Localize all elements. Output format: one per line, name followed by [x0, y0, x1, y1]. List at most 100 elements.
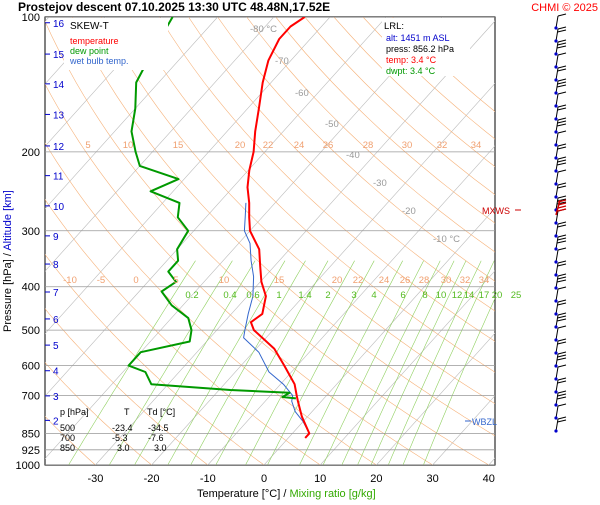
legend-dewpoint: dew point — [70, 46, 109, 56]
table-row-500-p: 500 — [60, 423, 75, 433]
moist-temp-label: -5 — [97, 275, 105, 286]
wind-barb-flag — [558, 394, 567, 396]
mixing-ratio-label: 3 — [351, 290, 356, 301]
dry-adiabat-label: -40 — [346, 150, 360, 161]
moist-temp-label: 22 — [353, 275, 364, 286]
wind-barb-flag — [558, 326, 566, 328]
dry-adiabat-label: -50 — [325, 119, 339, 130]
wind-barb-flag — [558, 183, 566, 185]
wind-barb-base — [554, 169, 557, 172]
credit-label: CHMI © 2025 — [531, 2, 598, 14]
moist-temp-label: 24 — [379, 275, 390, 286]
altitude-tick-label: 16 — [53, 19, 65, 30]
wind-barb-flag — [558, 157, 566, 159]
wind-barb-base — [554, 390, 557, 393]
temperature-tick-label: -10 — [200, 473, 216, 485]
altitude-tick-label: 10 — [53, 202, 65, 213]
wind-barb-flag — [558, 274, 566, 276]
mixing-ratio-label: 12 — [452, 290, 463, 301]
wind-barb-flag — [558, 40, 566, 42]
altitude-tick-label: 8 — [53, 260, 59, 271]
mixing-ratio-label: 25 — [511, 290, 522, 301]
dry-adiabat-label: -20 — [402, 206, 416, 217]
wind-barbs — [554, 14, 566, 433]
wind-barb-base — [554, 52, 557, 55]
moist-temp-label: 5 — [85, 140, 90, 151]
pressure-tick-label: 1000 — [16, 460, 40, 472]
moist-temp-label: 28 — [419, 275, 430, 286]
wind-barb-flag — [558, 355, 567, 357]
moist-temp-label: 30 — [441, 275, 452, 286]
wind-barb-base — [554, 312, 557, 315]
wind-barb-flag — [558, 225, 567, 227]
wind-barb-base — [554, 247, 557, 250]
altitude-tick-label: 11 — [53, 172, 64, 183]
table-row-850-td: 3.0 — [154, 443, 167, 453]
wind-barb-flag — [558, 105, 566, 107]
wind-barb-staff — [556, 185, 558, 197]
wind-barb-staff — [556, 146, 558, 158]
wind-barb-base — [554, 143, 557, 146]
altitude-tick-label: 13 — [53, 110, 65, 121]
wind-barb-base — [554, 78, 557, 81]
wind-barb-flag — [558, 30, 567, 32]
wind-barb-flag — [558, 66, 566, 68]
wind-barb-staff — [556, 380, 558, 392]
wind-barb-base — [554, 364, 557, 367]
moist-temp-label: -10 — [63, 275, 77, 286]
wind-barb-flag — [558, 222, 566, 224]
wind-barb-flag — [558, 316, 567, 318]
y-axis-title-altitude: Altitude [km] — [2, 190, 14, 251]
moist-temp-label: 34 — [479, 275, 490, 286]
moist-temp-label: 34 — [471, 140, 482, 151]
wind-barb-flag — [558, 381, 567, 383]
lrl-box: LRL: alt: 1451 m ASL press: 856.2 hPa te… — [382, 18, 470, 76]
table-header-t: T — [124, 407, 130, 417]
table-row-850-p: 850 — [60, 443, 75, 453]
dry-adiabat-label: -60 — [295, 88, 309, 99]
temperature-tick-label: 10 — [314, 473, 326, 485]
moist-temp-label: 20 — [332, 275, 343, 286]
moist-temp-label: 28 — [363, 140, 374, 151]
temperature-tick-label: 0 — [261, 473, 267, 485]
wind-barb-flag — [558, 277, 567, 279]
wind-barb-staff — [556, 302, 558, 314]
pressure-tick-label: 100 — [22, 12, 40, 24]
wind-barb-flag — [558, 342, 567, 344]
wbzl-label: WBZL — [472, 417, 497, 427]
wind-barb-flag — [558, 313, 566, 315]
wind-barb-flag — [558, 287, 566, 289]
wind-barb-flag — [558, 147, 567, 149]
wind-barb-staff — [556, 94, 558, 106]
pressure-tick-label: 700 — [22, 391, 40, 403]
altitude-tick-label: 9 — [53, 232, 59, 243]
wind-barb-staff — [556, 263, 558, 275]
wind-barb-staff — [556, 107, 558, 119]
mixing-ratio-label: 0.4 — [223, 290, 236, 301]
table-row-700-p: 700 — [60, 433, 75, 443]
moist-temp-label: 26 — [323, 140, 334, 151]
pressure-tick-label: 850 — [22, 428, 40, 440]
temperature-tick-label: 20 — [370, 473, 382, 485]
table-row-850-t: 3.0 — [117, 443, 130, 453]
wind-barb-base — [554, 286, 557, 289]
wind-barb-flag — [558, 121, 567, 123]
dry-adiabat-label: -70 — [275, 56, 289, 67]
mixing-ratio-label: 0.6 — [246, 290, 259, 301]
wind-barb-flag — [557, 358, 566, 360]
wind-barb-flag — [558, 264, 567, 266]
wind-barb-base — [554, 156, 557, 159]
wind-barb-flag — [558, 69, 567, 71]
wind-barb-flag — [558, 108, 567, 110]
moist-temp-label: 30 — [402, 140, 413, 151]
mixing-ratio-label: 10 — [436, 290, 447, 301]
mixing-ratio-label: 4 — [371, 290, 376, 301]
y-axis-title: Pressure [hPa] / Altitude [km] — [2, 190, 14, 332]
wind-barb-flag — [558, 53, 566, 55]
wind-barb-flag — [558, 391, 566, 393]
pressure-tick-label: 400 — [22, 282, 40, 294]
wind-barb-flag — [557, 85, 566, 87]
wind-barb-flag — [558, 14, 566, 16]
moist-temp-label: 20 — [235, 140, 246, 151]
